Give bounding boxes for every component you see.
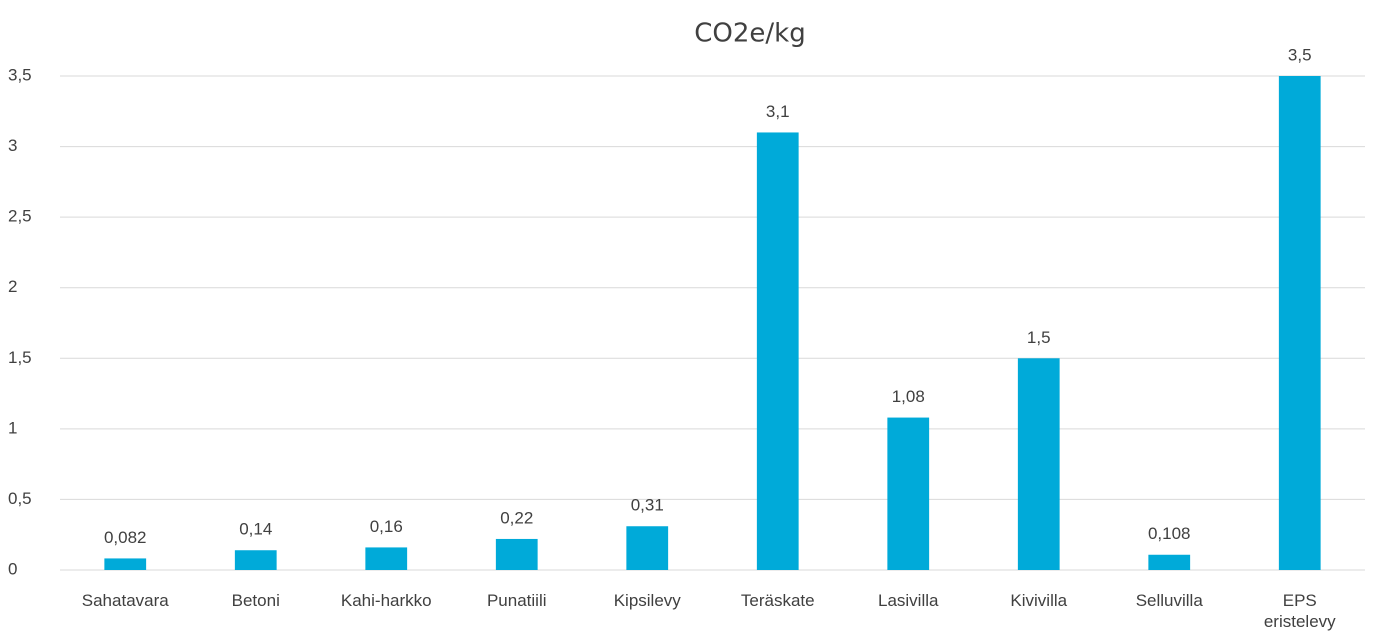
chart-title: CO2e/kg (694, 19, 805, 49)
data-label: 0,22 (500, 508, 533, 527)
data-label: 0,082 (104, 528, 147, 547)
y-tick-label: 1,5 (8, 348, 32, 367)
data-label: 0,16 (370, 517, 403, 536)
y-tick-label: 0 (8, 559, 17, 578)
bar (365, 547, 408, 570)
bar (1148, 554, 1191, 570)
x-tick-label: Selluvilla (1135, 591, 1203, 610)
y-tick-label: 3,5 (8, 65, 32, 84)
y-tick-label: 2,5 (8, 207, 32, 226)
bar (495, 538, 538, 570)
data-label: 3,1 (766, 102, 790, 121)
bar (756, 132, 799, 570)
y-tick-label: 3 (8, 136, 17, 155)
x-tick-label: Betoni (231, 591, 280, 610)
data-label: 3,5 (1288, 45, 1312, 64)
x-tick-label: Punatiili (486, 591, 547, 610)
x-tick-label: Kahi-harkko (340, 591, 432, 610)
bar (887, 417, 930, 570)
bar (234, 550, 277, 570)
data-label: 0,31 (631, 496, 664, 515)
data-label: 0,14 (239, 520, 272, 539)
y-tick-label: 1 (8, 418, 17, 437)
data-label: 1,5 (1027, 328, 1051, 347)
bar (626, 526, 669, 570)
x-tick-label: Teräskate (740, 591, 815, 610)
y-tick-label: 0,5 (8, 489, 32, 508)
bar (1278, 76, 1321, 570)
bar (104, 558, 147, 570)
x-tick-label: Sahatavara (81, 591, 169, 610)
data-label: 1,08 (892, 387, 925, 406)
bar (1017, 358, 1060, 570)
x-tick-label: EPS eristelevy (1263, 591, 1336, 631)
x-tick-label: Kipsilevy (613, 591, 681, 610)
x-tick-label: Lasivilla (878, 591, 939, 610)
y-tick-label: 2 (8, 277, 17, 296)
data-label: 0,108 (1148, 524, 1191, 543)
x-tick-label: Kivivilla (1010, 591, 1068, 610)
